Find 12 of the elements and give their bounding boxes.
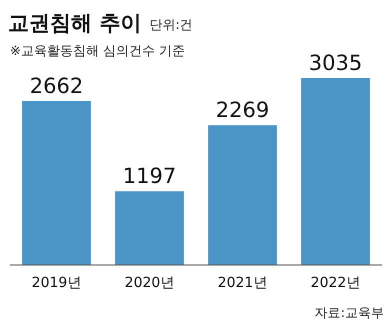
- xtick: 2022년: [310, 275, 360, 291]
- label: 3035: [308, 51, 362, 75]
- xtick: 2021년: [218, 275, 268, 291]
- label: 2269: [216, 98, 270, 122]
- source: 자료:교육부: [314, 306, 384, 321]
- title: 교권침해 추이: [8, 11, 142, 35]
- xtick: 2020년: [124, 275, 174, 291]
- unit: 단위:건: [149, 18, 193, 33]
- label: 2662: [30, 74, 84, 98]
- xtick: 2019년: [32, 275, 82, 291]
- subtitle: ※교육활동침해 심의건수 기준: [10, 44, 186, 59]
- label: 1197: [122, 164, 176, 188]
